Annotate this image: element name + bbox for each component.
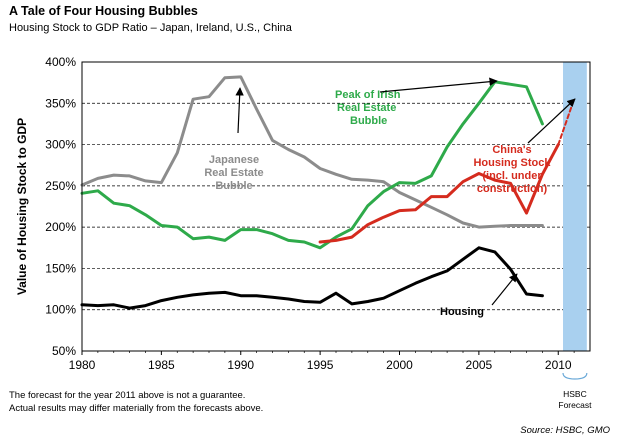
china-annotation: Housing Stock [473, 157, 551, 169]
series-line-china-s-housing-stock-incl-under-construction [318, 143, 560, 244]
forecast-label: Forecast [558, 400, 592, 410]
forecast-band [563, 62, 587, 351]
disclaimer-line-1: The forecast for the year 2011 above is … [9, 390, 246, 401]
forecast-bracket [562, 372, 588, 380]
forecast-label: HSBC [563, 389, 587, 399]
y-tick-label: 50% [52, 344, 76, 358]
japan-annotation: Real Estate [204, 167, 263, 179]
ireland-arrow [379, 77, 498, 93]
y-axis-label: Value of Housing Stock to GDP [15, 118, 29, 295]
us-housing-annotation: Housing [440, 306, 484, 318]
x-tick-label: 2000 [386, 358, 413, 372]
source-note: Source: HSBC, GMO [520, 425, 610, 436]
y-tick-label: 200% [45, 220, 76, 234]
chart-title: A Tale of Four Housing Bubbles [9, 4, 198, 18]
series-line-peak-of-irish-real-estate-bubble [80, 80, 544, 250]
series-line-housing [80, 246, 544, 310]
china-arrow [527, 98, 576, 144]
x-tick-label: 1990 [227, 358, 254, 372]
x-tick-label: 1980 [69, 358, 96, 372]
forecast-layer [563, 62, 587, 351]
x-tick-label: 1985 [148, 358, 175, 372]
ireland-annotation: Bubble [350, 115, 387, 127]
japan-annotation: Bubble [215, 180, 252, 192]
china-annotation: (incl. under [482, 170, 542, 182]
y-tick-label: 250% [45, 179, 76, 193]
x-tick-label: 1995 [307, 358, 334, 372]
x-tick-label: 2005 [466, 358, 493, 372]
chart-subtitle: Housing Stock to GDP Ratio – Japan, Irel… [9, 22, 292, 34]
japan-arrow [235, 87, 244, 134]
y-tick-label: 100% [45, 303, 76, 317]
china-annotation: construction) [477, 183, 548, 195]
disclaimer-line-2: Actual results may differ materially fro… [9, 403, 264, 414]
x-tick-label: 2010 [545, 358, 572, 372]
y-tick-label: 400% [45, 55, 76, 69]
plot-frame [81, 61, 591, 352]
china-annotation: China's [492, 144, 531, 156]
series-line-china-forecast [557, 98, 576, 146]
us-housing-arrow [491, 273, 518, 306]
y-tick-label: 150% [45, 261, 76, 275]
series-layer [80, 75, 576, 310]
axis-layer: 50% 100% 150% 200% 250% 300% 350% 400% 1980 1985 1… [15, 55, 591, 372]
series-line-japanese-real-estate-bubble [80, 75, 544, 229]
ireland-annotation: Real Estate [337, 102, 396, 114]
japan-annotation: Japanese [209, 154, 259, 166]
y-tick-label: 300% [45, 138, 76, 152]
disclaimer: The forecast for the year 2011 above is … [9, 389, 263, 415]
y-tick-label: 350% [45, 96, 76, 110]
